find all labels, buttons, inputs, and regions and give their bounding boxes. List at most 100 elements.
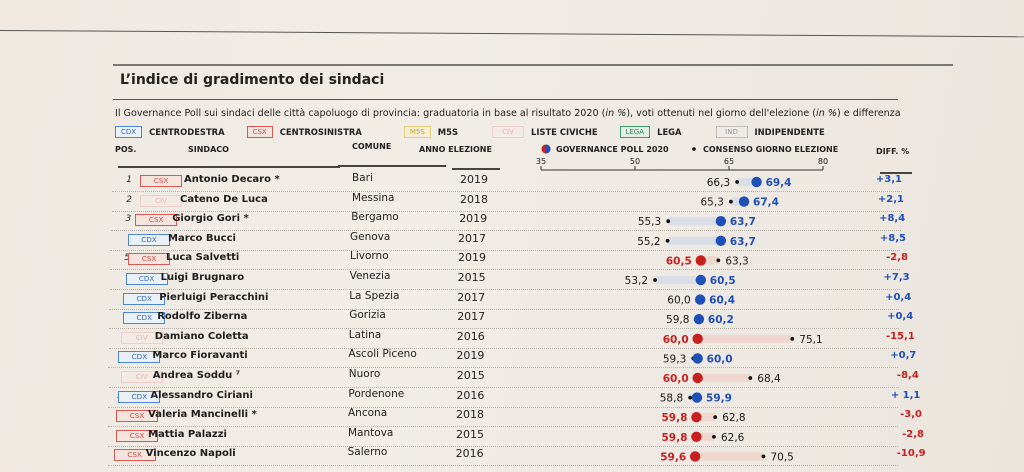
party-tag: IND <box>715 126 748 138</box>
party-tag: CDX <box>123 292 166 305</box>
difference-value: -8,4 <box>896 370 919 381</box>
subtitle-unit: in % <box>816 108 837 119</box>
mayor-name: Luca Salvetti <box>166 252 240 264</box>
mayor-name: Marco Bucci <box>168 232 236 244</box>
legend-label: CENTRODESTRA <box>149 127 225 137</box>
title-rule <box>113 99 898 100</box>
table-row: CDX Luigi Brugnaro Venezia 2015 +7,3 <box>109 270 910 290</box>
party-legend: CDX CENTRODESTRA CSX CENTROSINISTRA M5S M5S… <box>115 126 847 138</box>
subtitle-part: ), voti ottenuti nel giorno dell'elezion… <box>626 108 817 119</box>
mayor-name: Mattia Palazzi <box>148 428 227 440</box>
party-tag: CSX <box>246 126 273 138</box>
column-rule-diff <box>880 172 912 174</box>
position: 3 <box>125 214 132 225</box>
table-row: 2 CIV Cateno De Luca Messina 2018 +2,1 <box>112 191 904 212</box>
mayor-name: Giorgio Gori * <box>172 213 249 225</box>
subtitle: Il Governance Poll sui sindaci delle cit… <box>115 108 901 119</box>
header-anno: ANNO ELEZIONE <box>419 145 492 154</box>
comune: Messina <box>352 191 395 204</box>
table-row: CSX Mattia Palazzi Mantova 2015 -2,8 <box>108 426 924 447</box>
election-year: 2019 <box>458 251 486 265</box>
mayor-name: Andrea Soddu ⁷ <box>152 370 241 381</box>
column-rule-anno <box>452 168 500 170</box>
mayor-name: Antonio Decaro * <box>184 174 280 185</box>
comune: Gorizia <box>349 309 386 322</box>
legend-label: CENTROSINISTRA <box>279 127 362 137</box>
difference-value: +0,7 <box>890 350 917 362</box>
comune: Nuoro <box>348 368 381 380</box>
table-row: 3 CSX Giorgio Gori * Bergamo 2019 +8,4 <box>111 211 905 232</box>
party-tag: CSX <box>116 410 158 423</box>
mayor-name: Cateno De Luca <box>180 193 268 205</box>
header-comune: COMUNE <box>352 142 392 151</box>
election-year: 2015 <box>456 369 485 382</box>
column-rule-sindaco <box>118 166 340 168</box>
election-year: 2017 <box>457 290 486 304</box>
party-tag: CDX <box>118 390 161 403</box>
difference-value: +0,4 <box>885 291 912 303</box>
legend-item-lega: LEGA LEGA <box>619 126 682 138</box>
comune: Bari <box>352 172 373 184</box>
difference-value: -2,8 <box>886 252 908 264</box>
comune: Ascoli Piceno <box>348 348 417 361</box>
difference-value: -2,8 <box>902 428 924 440</box>
table-row: 1 CSX Antonio Decaro * Bari 2019 +3,1 <box>112 172 902 192</box>
difference-value: +3,1 <box>875 174 902 185</box>
election-year: 2018 <box>460 192 488 206</box>
difference-value: + 1,1 <box>890 389 921 401</box>
legend-label: INDIPENDENTE <box>754 127 825 137</box>
legend-label: M5S <box>437 127 458 137</box>
party-tag: CDX <box>123 312 166 325</box>
comune: La Spezia <box>349 289 400 302</box>
header-pos: POS. <box>115 145 137 154</box>
header-sindaco: SINDACO <box>188 145 229 154</box>
election-year: 2019 <box>456 349 485 363</box>
party-tag: LEGA <box>619 126 651 138</box>
comune: Pordenone <box>348 387 405 400</box>
party-tag: CDX <box>125 273 168 285</box>
mayor-name: Marco Fioravanti <box>152 350 248 362</box>
legend-item-cdx: CDX CENTRODESTRA <box>115 126 225 138</box>
election-year: 2015 <box>457 271 486 284</box>
mayor-name: Luigi Brugnaro <box>160 272 245 283</box>
table-row: CDX Marco Fioravanti Ascoli Piceno 2019 +0,7 <box>108 348 916 369</box>
legend-label: LEGA <box>657 127 682 137</box>
mayor-name: Damiano Coletta <box>154 330 249 342</box>
party-tag: CDX <box>118 351 161 364</box>
party-tag: CIV <box>140 194 182 207</box>
election-year: 2016 <box>456 329 485 343</box>
difference-value: +8,4 <box>879 213 906 225</box>
comune: Ancona <box>348 407 388 420</box>
mayor-name: Pierluigi Peracchini <box>159 291 269 303</box>
legend-item-csx: CSX CENTROSINISTRA <box>246 126 362 138</box>
position: 1 <box>126 175 132 185</box>
party-tag: CIV <box>120 371 163 383</box>
table-row: CDX Marco Bucci Genova 2017 +8,5 <box>110 231 906 251</box>
election-year: 2017 <box>457 310 486 324</box>
election-year: 2017 <box>458 231 486 245</box>
party-tag: CSX <box>140 175 182 187</box>
party-tag: CSX <box>113 449 156 462</box>
position: 2 <box>126 194 132 205</box>
election-year: 2019 <box>459 212 488 226</box>
party-tag: CSX <box>128 253 170 266</box>
legend-governance-poll: GOVERNANCE POLL 2020 <box>556 145 669 154</box>
comune: Mantova <box>348 426 394 439</box>
party-tag: CIV <box>120 331 163 344</box>
page-title: L’indice di gradimento dei sindaci <box>120 72 385 88</box>
column-rule-comune <box>338 165 446 167</box>
legend-item-ind: IND INDIPENDENTE <box>715 126 825 138</box>
mayor-name: Valeria Mancinelli * <box>148 409 257 421</box>
party-tag: CDX <box>128 233 170 246</box>
comune: Salerno <box>347 446 388 459</box>
header-diff: DIFF. % <box>876 147 910 156</box>
legend-consenso: CONSENSO GIORNO ELEZIONE <box>703 145 839 154</box>
mayor-name: Vincenzo Napoli <box>145 448 236 460</box>
difference-value: -10,9 <box>896 448 926 460</box>
